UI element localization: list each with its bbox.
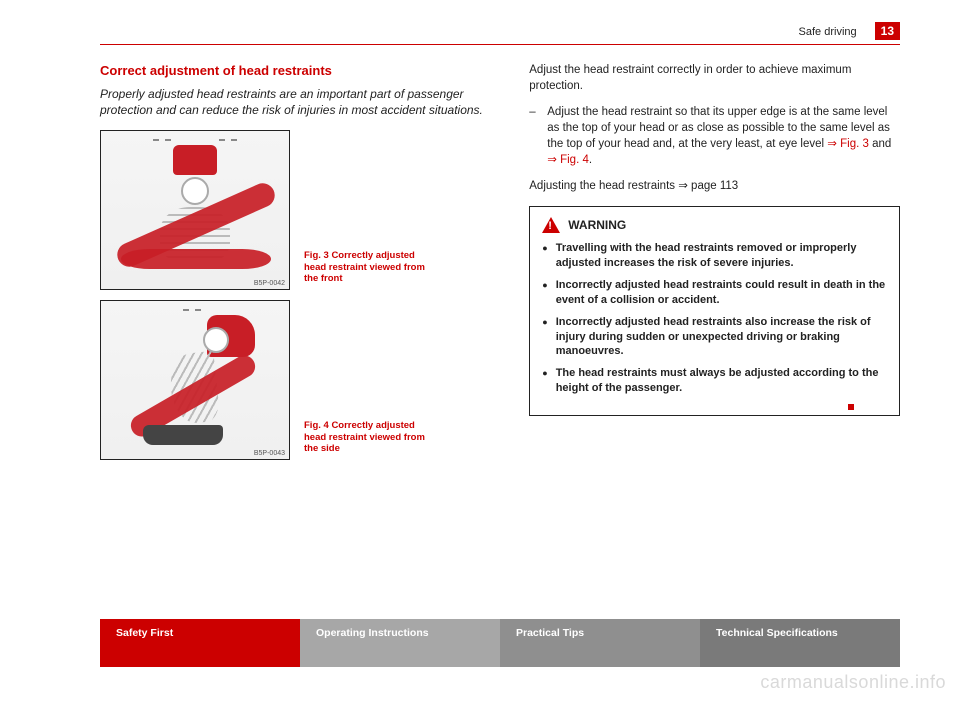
manual-page: Safe driving 13 Correct adjustment of he… xyxy=(0,0,960,701)
warning-item: Incorrectly adjusted head restraints cou… xyxy=(542,278,887,308)
figure-3-code: B5P-0042 xyxy=(254,280,285,287)
figure-4-row: B5P-0043 Fig. 4 Correctly adjusted head … xyxy=(100,300,489,460)
warning-box: WARNING Travelling with the head restrai… xyxy=(529,206,900,416)
warning-item-text: Incorrectly adjusted head restraints cou… xyxy=(556,278,887,308)
footer-tab-safety[interactable]: Safety First xyxy=(100,619,300,667)
footer-tab-technical[interactable]: Technical Specifications xyxy=(700,619,900,667)
ref-joiner: and xyxy=(869,138,891,150)
warning-item: Incorrectly adjusted head restraints als… xyxy=(542,315,887,360)
section-title: Correct adjustment of head restraints xyxy=(100,63,489,78)
page-number: 13 xyxy=(875,22,900,40)
lead-paragraph: Adjust the head restraint correctly in o… xyxy=(529,63,900,94)
warning-header: WARNING xyxy=(542,217,887,233)
figure-3-row: B5P-0042 Fig. 3 Correctly adjusted head … xyxy=(100,130,489,290)
page-cross-ref: Adjusting the head restraints ⇒ page 113 xyxy=(529,178,900,192)
page-header: Safe driving 13 xyxy=(100,22,900,45)
fig4-ref: ⇒ Fig. 4 xyxy=(547,154,589,166)
warning-list: Travelling with the head restraints remo… xyxy=(542,241,887,396)
watermark: carmanualsonline.info xyxy=(760,672,946,693)
warning-item: Travelling with the head restraints remo… xyxy=(542,241,887,271)
ref-period: . xyxy=(589,154,592,166)
warning-item: The head restraints must always be adjus… xyxy=(542,366,887,396)
section-end-marker xyxy=(848,404,854,410)
footer-spacer xyxy=(0,619,100,667)
warning-item-text: Travelling with the head restraints remo… xyxy=(556,241,887,271)
section-name: Safe driving xyxy=(799,26,857,38)
figure-4-caption: Fig. 4 Correctly adjusted head restraint… xyxy=(304,420,434,460)
warning-item-text: The head restraints must always be adjus… xyxy=(556,366,887,396)
footer-tabs: Safety First Operating Instructions Prac… xyxy=(0,619,960,667)
instruction-text: Adjust the head restraint so that its up… xyxy=(547,104,900,168)
warning-title: WARNING xyxy=(568,218,626,232)
instruction-item: – Adjust the head restraint so that its … xyxy=(529,104,900,168)
left-column: Correct adjustment of head restraints Pr… xyxy=(100,63,489,470)
skull-icon xyxy=(181,177,209,205)
warning-item-text: Incorrectly adjusted head restraints als… xyxy=(556,315,887,360)
intro-paragraph: Properly adjusted head restraints are an… xyxy=(100,86,489,118)
warning-triangle-icon xyxy=(542,217,560,233)
figure-4-image: B5P-0043 xyxy=(100,300,290,460)
figure-3-caption: Fig. 3 Correctly adjusted head restraint… xyxy=(304,250,434,290)
lapbelt-icon xyxy=(121,249,271,269)
fig3-ref: ⇒ Fig. 3 xyxy=(827,138,869,150)
content-columns: Correct adjustment of head restraints Pr… xyxy=(100,63,900,470)
dash-bullet: – xyxy=(529,104,537,168)
figure-3-image: B5P-0042 xyxy=(100,130,290,290)
footer-tab-practical[interactable]: Practical Tips xyxy=(500,619,700,667)
headrest-icon xyxy=(173,145,217,175)
footer-end-spacer xyxy=(900,619,960,667)
seat-icon xyxy=(143,425,223,445)
figure-4-code: B5P-0043 xyxy=(254,450,285,457)
footer-tab-operating[interactable]: Operating Instructions xyxy=(300,619,500,667)
right-column: Adjust the head restraint correctly in o… xyxy=(529,63,900,470)
